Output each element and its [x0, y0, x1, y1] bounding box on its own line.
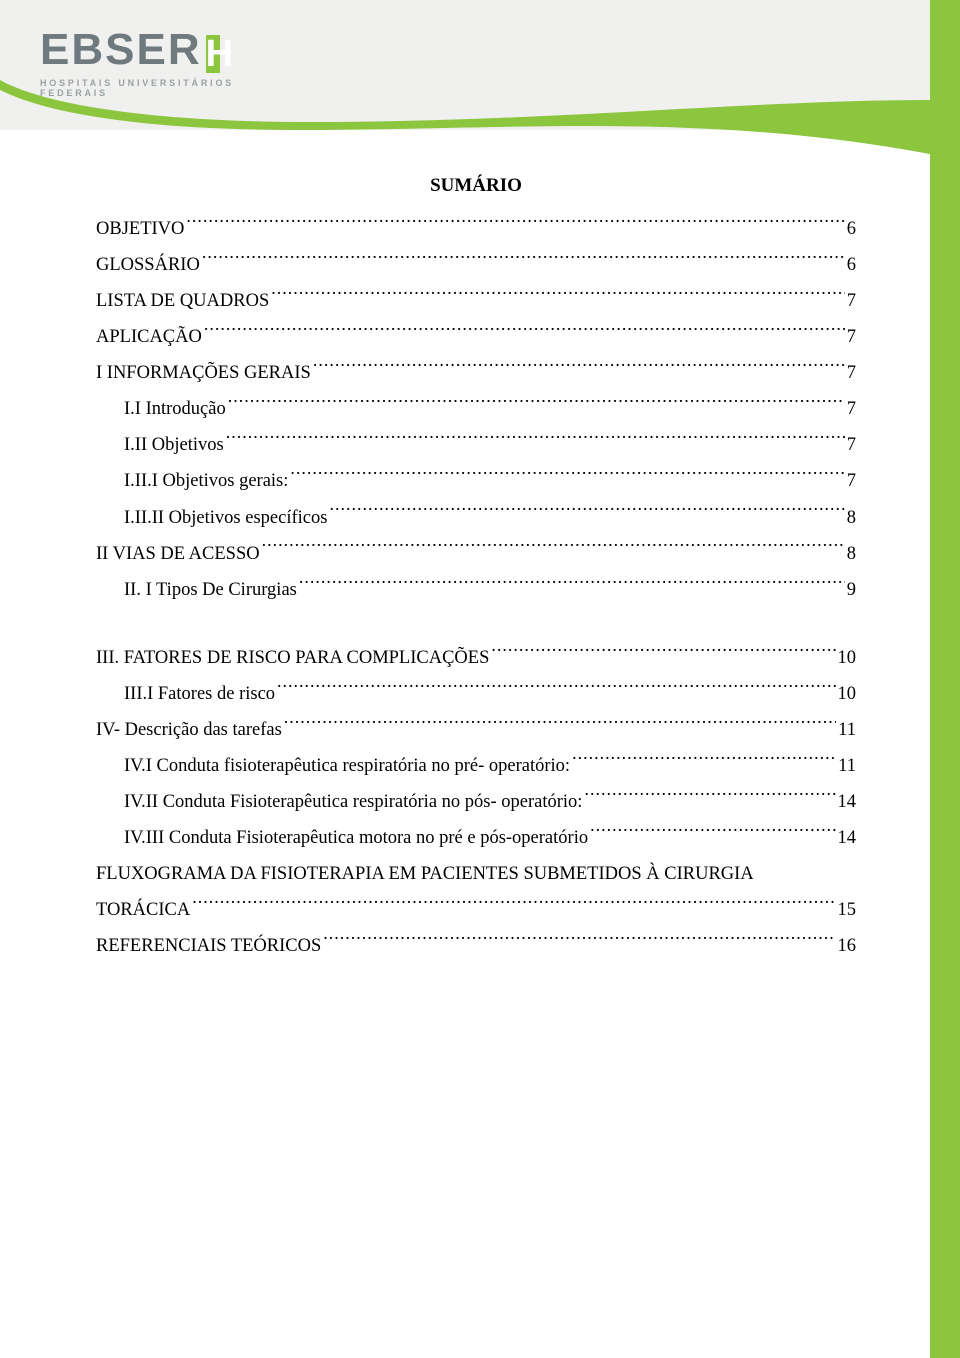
toc-leader-dots [299, 576, 845, 595]
toc-leader-dots [186, 216, 844, 235]
toc-label: II VIAS DE ACESSO [96, 536, 260, 572]
toc-entry: I.II Objetivos 7 [96, 427, 856, 463]
toc-leader-dots [590, 825, 835, 844]
logo-accent-bar: H [206, 35, 220, 73]
toc-page-number: 14 [838, 820, 857, 856]
toc-entry: II VIAS DE ACESSO 8 [96, 536, 856, 572]
toc-entry: REFERENCIAIS TEÓRICOS 16 [96, 928, 856, 964]
toc-leader-dots [277, 680, 835, 699]
toc-entry: GLOSSÁRIO 6 [96, 247, 856, 283]
toc-page-number: 14 [838, 784, 857, 820]
toc-page-number: 7 [847, 391, 856, 427]
page-title: SUMÁRIO [96, 175, 856, 197]
toc-leader-dots [491, 644, 835, 663]
toc-entry: I INFORMAÇÕES GERAIS 7 [96, 355, 856, 391]
toc-label: TORÁCICA [96, 892, 190, 928]
toc-page-number: 8 [847, 536, 856, 572]
toc-page-number: 7 [847, 463, 856, 499]
toc-leader-dots [284, 716, 836, 735]
toc-label: FLUXOGRAMA DA FISIOTERAPIA EM PACIENTES … [96, 856, 856, 892]
page: EBSERH HOSPITAIS UNIVERSITÁRIOS FEDERAIS… [0, 0, 930, 1358]
toc-leader-dots [192, 897, 835, 916]
toc-label: OBJETIVO [96, 211, 184, 247]
toc-leader-dots [329, 504, 844, 523]
toc-leader-dots [228, 396, 845, 415]
toc-leader-dots [271, 288, 845, 307]
toc-entry: APLICAÇÃO 7 [96, 319, 856, 355]
toc-gap [96, 608, 856, 640]
toc-label: I.II Objetivos [124, 427, 224, 463]
toc-page-number: 6 [847, 247, 856, 283]
toc-leader-dots [226, 432, 845, 451]
toc-group-1: OBJETIVO6GLOSSÁRIO6LISTA DE QUADROS7APLI… [96, 211, 856, 608]
toc-label: I.II.I Objetivos gerais: [124, 463, 288, 499]
header-banner: EBSERH HOSPITAIS UNIVERSITÁRIOS FEDERAIS [0, 0, 930, 130]
toc-label: III.I Fatores de risco [124, 676, 275, 712]
toc-group-2: III. FATORES DE RISCO PARA COMPLICAÇÕES 1… [96, 640, 856, 856]
toc-label: REFERENCIAIS TEÓRICOS [96, 928, 321, 964]
toc-label: II. I Tipos De Cirurgias [124, 572, 297, 608]
toc-page-number: 10 [838, 676, 857, 712]
logo-subtitle: HOSPITAIS UNIVERSITÁRIOS FEDERAIS [40, 78, 280, 98]
toc-entry: IV.II Conduta Fisioterapêutica respirató… [96, 784, 856, 820]
toc-entry: II. I Tipos De Cirurgias 9 [96, 572, 856, 608]
toc-label: I INFORMAÇÕES GERAIS [96, 355, 311, 391]
toc-label: GLOSSÁRIO [96, 247, 200, 283]
toc-page-number: 7 [847, 427, 856, 463]
toc-entry: III. FATORES DE RISCO PARA COMPLICAÇÕES 1… [96, 640, 856, 676]
toc-label: IV.III Conduta Fisioterapêutica motora n… [124, 820, 588, 856]
toc-entry: IV.III Conduta Fisioterapêutica motora n… [96, 820, 856, 856]
toc-page-number: 9 [847, 572, 856, 608]
logo-text: EBSER [40, 25, 202, 74]
toc-label: III. FATORES DE RISCO PARA COMPLICAÇÕES [96, 640, 489, 676]
toc-page-number: 11 [838, 748, 856, 784]
toc-entry: IV- Descrição das tarefas 11 [96, 712, 856, 748]
logo: EBSERH HOSPITAIS UNIVERSITÁRIOS FEDERAIS [40, 28, 280, 98]
toc-entry: OBJETIVO 6 [96, 211, 856, 247]
logo-main-text: EBSERH [40, 28, 280, 72]
toc-label: IV- Descrição das tarefas [96, 712, 282, 748]
toc-entry: I.II.II Objetivos específicos 8 [96, 500, 856, 536]
toc-leader-dots [323, 933, 835, 952]
toc-leader-dots [202, 252, 845, 271]
toc-entry: IV.I Conduta fisioterapêutica respiratór… [96, 748, 856, 784]
content-area: SUMÁRIO OBJETIVO6GLOSSÁRIO6LISTA DE QUAD… [96, 175, 856, 964]
toc-label: IV.I Conduta fisioterapêutica respiratór… [124, 748, 570, 784]
toc-label: I.II.II Objetivos específicos [124, 500, 327, 536]
toc-label: IV.II Conduta Fisioterapêutica respirató… [124, 784, 582, 820]
toc-leader-dots [204, 324, 845, 343]
toc-label: APLICAÇÃO [96, 319, 202, 355]
toc-leader-dots [572, 752, 836, 771]
toc-page-number: 7 [847, 319, 856, 355]
toc-page-number: 11 [838, 712, 856, 748]
toc-group-3: REFERENCIAIS TEÓRICOS 16 [96, 928, 856, 964]
toc-page-number: 10 [838, 640, 857, 676]
toc-page-number: 6 [847, 211, 856, 247]
toc-page-number: 7 [847, 283, 856, 319]
toc-page-number: 7 [847, 355, 856, 391]
toc-entry: III.I Fatores de risco 10 [96, 676, 856, 712]
toc-page-number: 8 [847, 500, 856, 536]
toc-leader-dots [313, 360, 845, 379]
toc-entry: I.II.I Objetivos gerais: 7 [96, 463, 856, 499]
toc-entry-multiline: FLUXOGRAMA DA FISIOTERAPIA EM PACIENTES … [96, 856, 856, 928]
toc-label: LISTA DE QUADROS [96, 283, 269, 319]
toc-page-number: 16 [838, 928, 857, 964]
toc-leader-dots [584, 788, 835, 807]
toc-leader-dots [262, 540, 845, 559]
toc-leader-dots [290, 468, 844, 487]
toc-entry: I.I Introdução 7 [96, 391, 856, 427]
toc-entry: LISTA DE QUADROS 7 [96, 283, 856, 319]
toc-page-number: 15 [838, 892, 857, 928]
toc-label: I.I Introdução [124, 391, 226, 427]
